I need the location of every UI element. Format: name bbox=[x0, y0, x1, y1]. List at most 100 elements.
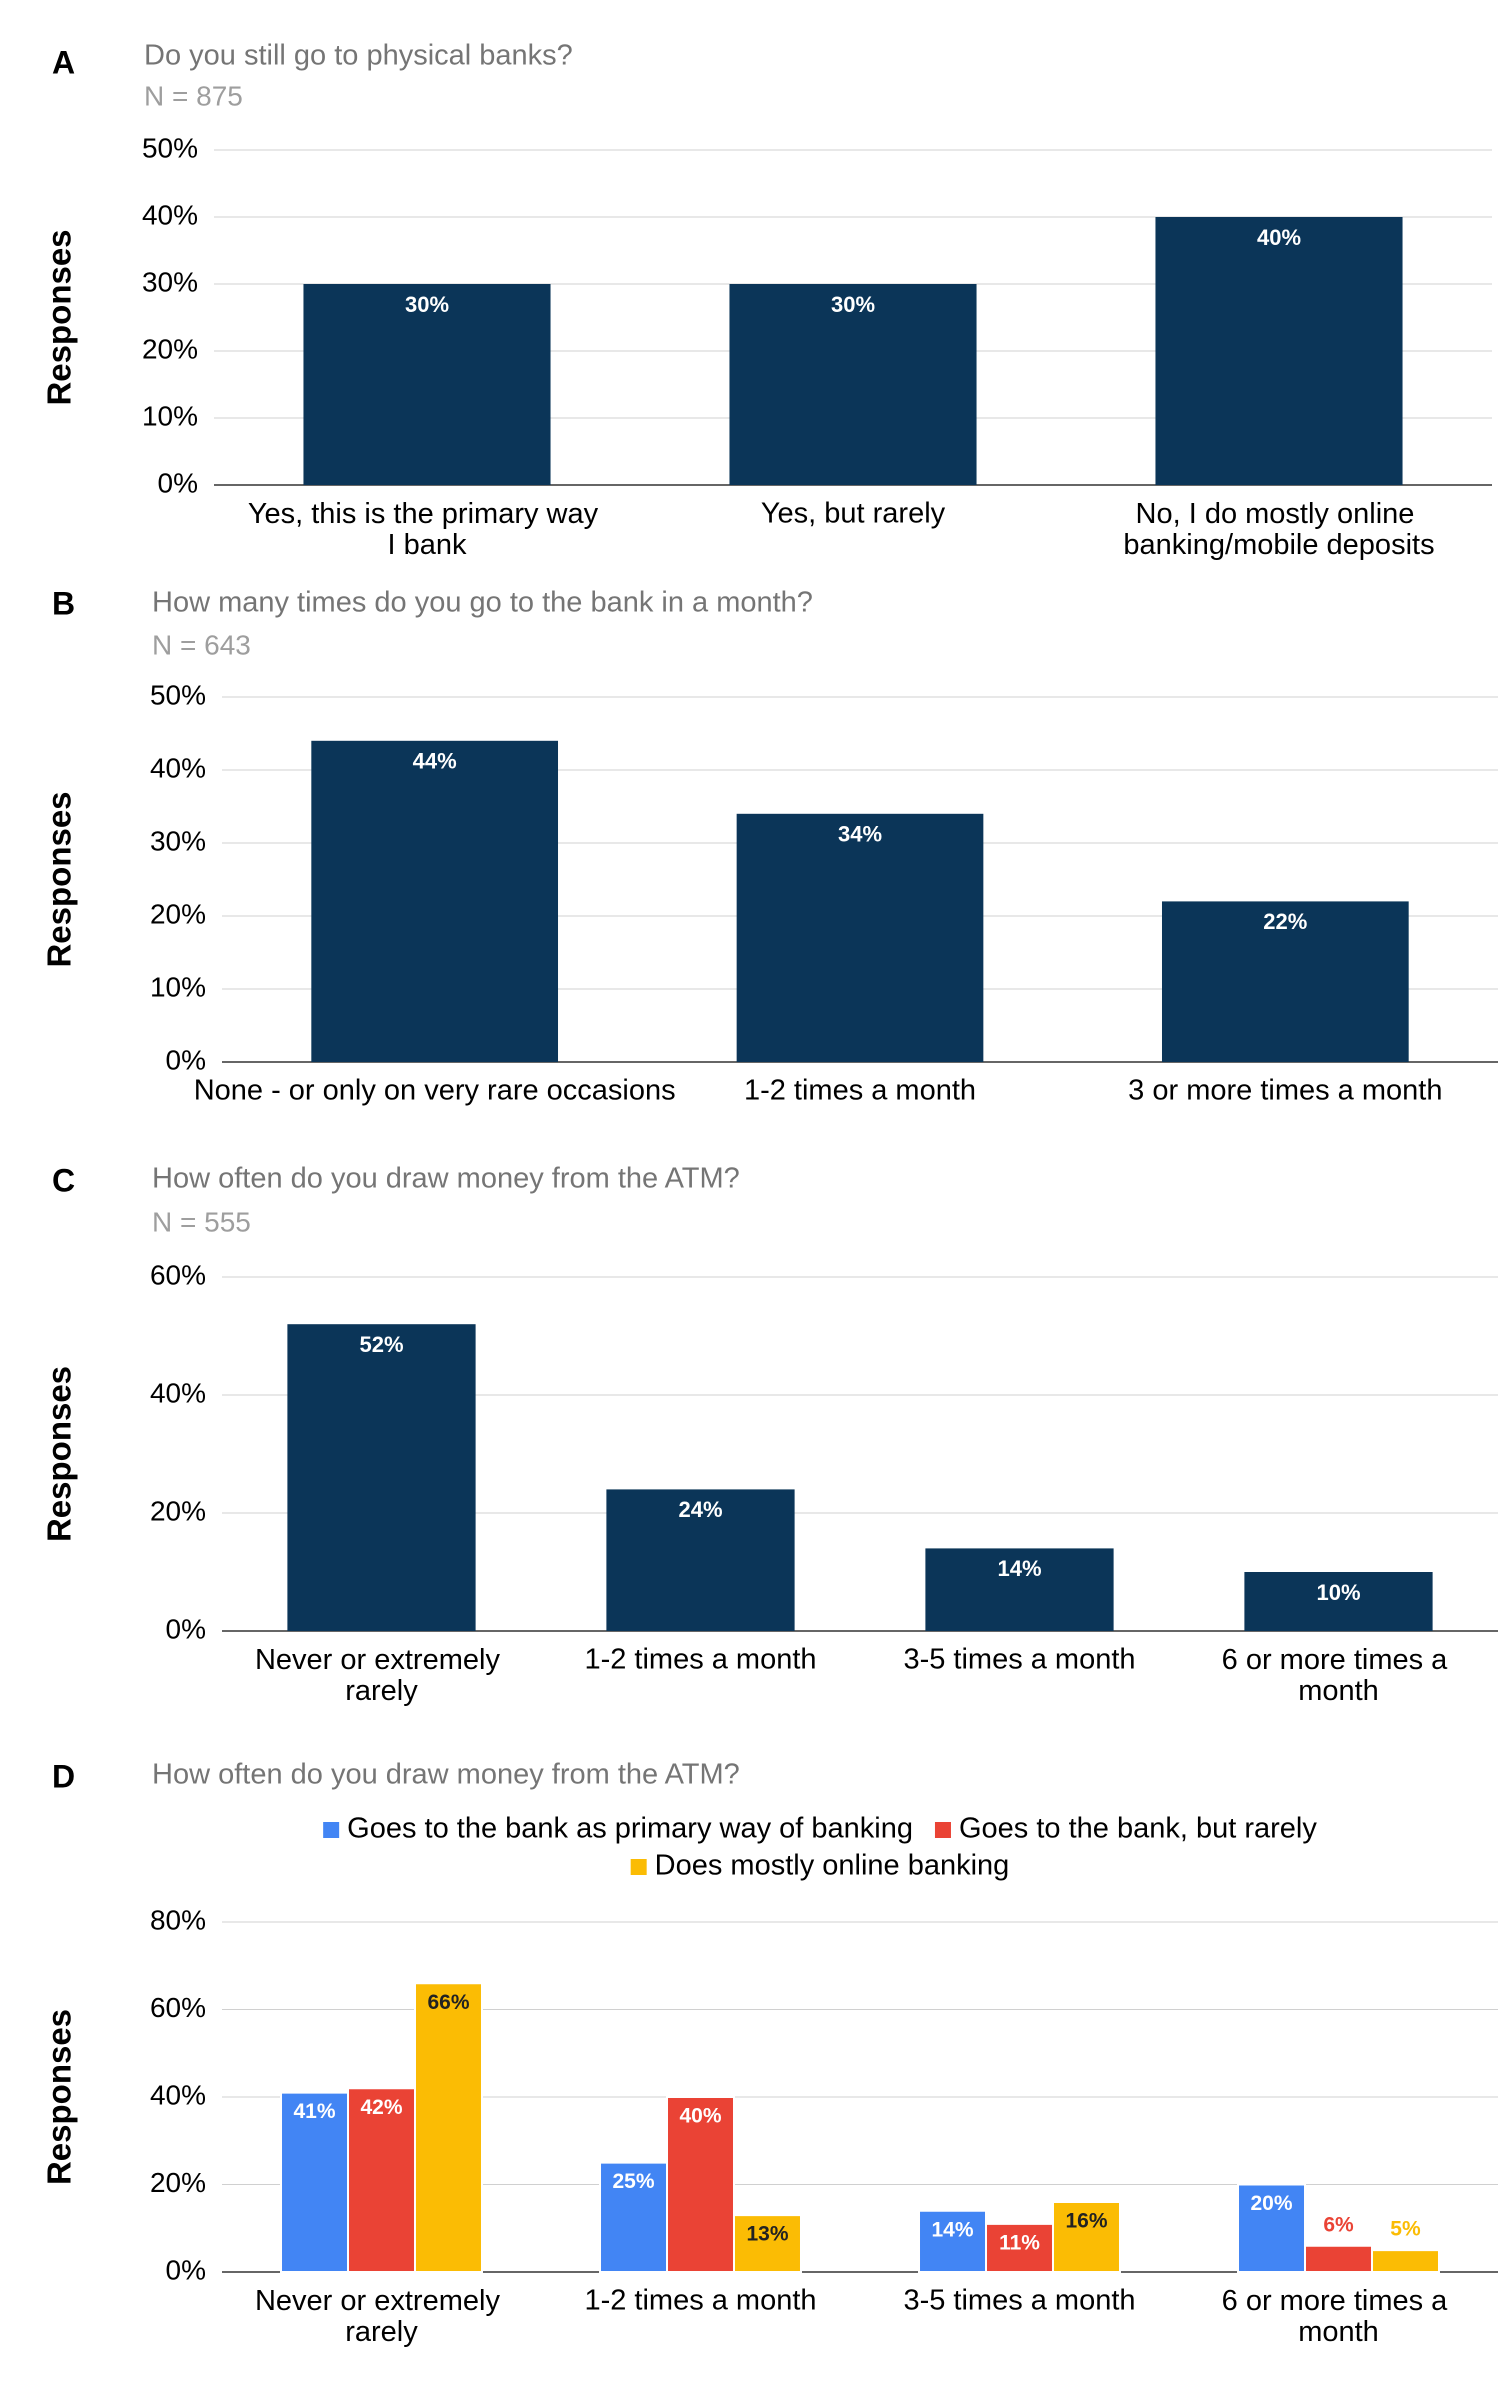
chart-subtitle: N = 555 bbox=[152, 1206, 251, 1237]
label-line: banking/mobile deposits bbox=[1123, 529, 1434, 561]
label-line: month bbox=[1298, 1675, 1379, 1707]
data-label: 13% bbox=[746, 2223, 788, 2246]
panel-letter: C bbox=[52, 1162, 75, 1198]
label-line: I bank bbox=[388, 529, 467, 561]
y-axis-title: Responses bbox=[41, 2009, 78, 2185]
legend-item: Does mostly online banking bbox=[630, 1850, 1010, 1882]
y-tick-label: 0% bbox=[158, 467, 198, 498]
data-label: 20% bbox=[1250, 2192, 1292, 2215]
x-tick-label: 6 or more times a month bbox=[1222, 1644, 1456, 1707]
bar bbox=[303, 284, 551, 485]
data-label: 40% bbox=[679, 2105, 721, 2128]
data-label: 41% bbox=[293, 2100, 335, 2123]
bar bbox=[1237, 2183, 1307, 2273]
chart-subtitle: N = 643 bbox=[152, 629, 251, 660]
chart-title: How often do you draw money from the ATM… bbox=[152, 1759, 740, 1791]
legend-label: Does mostly online banking bbox=[655, 1850, 1010, 1882]
y-tick-label: 30% bbox=[142, 266, 198, 297]
legend-item: Goes to the bank as primary way of banki… bbox=[323, 1813, 913, 1845]
legend-label: Goes to the bank, but rarely bbox=[959, 1813, 1317, 1845]
legend-swatch bbox=[323, 1822, 340, 1838]
data-label: 11% bbox=[999, 2231, 1040, 2254]
bar bbox=[606, 1489, 795, 1631]
data-label: 66% bbox=[427, 1991, 469, 2014]
y-tick-label: 50% bbox=[150, 679, 206, 710]
bar bbox=[732, 2214, 802, 2273]
y-axis-title: Responses bbox=[41, 229, 78, 405]
data-label: 42% bbox=[360, 2096, 402, 2119]
data-label: 14% bbox=[931, 2218, 973, 2241]
label-line: rarely bbox=[345, 2316, 418, 2348]
data-label: 6% bbox=[1323, 2213, 1354, 2236]
bar bbox=[985, 2222, 1054, 2273]
data-label: 40% bbox=[1257, 225, 1301, 250]
chart-subtitle: N = 875 bbox=[144, 80, 243, 111]
data-label: 30% bbox=[405, 292, 449, 317]
bar bbox=[311, 740, 559, 1062]
y-tick-label: 40% bbox=[150, 752, 206, 783]
legend-swatch bbox=[934, 1822, 951, 1838]
y-tick-label: 60% bbox=[150, 1992, 206, 2023]
y-tick-label: 20% bbox=[150, 898, 206, 929]
data-label: 52% bbox=[359, 1332, 403, 1357]
y-tick-label: 50% bbox=[142, 132, 198, 163]
x-tick-label: 3 or more times a month bbox=[1128, 1075, 1442, 1107]
y-tick-label: 10% bbox=[142, 400, 198, 431]
label-line: Yes, this is the primary way bbox=[248, 498, 606, 530]
x-tick-label: No, I do mostly online banking/mobile de… bbox=[1123, 498, 1434, 561]
label-line: month bbox=[1298, 2316, 1379, 2348]
y-tick-label: 20% bbox=[150, 1495, 206, 1526]
x-tick-label: None - or only on very rare occasions bbox=[194, 1075, 676, 1107]
data-label: 14% bbox=[997, 1556, 1041, 1581]
x-tick-label: 3-5 times a month bbox=[903, 2285, 1135, 2317]
data-label: 25% bbox=[612, 2170, 654, 2193]
y-tick-label: 40% bbox=[142, 199, 198, 230]
bar bbox=[347, 2087, 416, 2273]
x-tick-label: 1-2 times a month bbox=[584, 1644, 816, 1676]
x-tick-label: 1-2 times a month bbox=[584, 2285, 816, 2317]
bar bbox=[666, 2096, 735, 2273]
x-tick-label: Never or extremely rarely bbox=[255, 1644, 508, 1707]
label-line: rarely bbox=[345, 1675, 418, 1707]
bar bbox=[736, 813, 984, 1062]
data-label: 16% bbox=[1065, 2210, 1107, 2233]
label-line: Never or extremely bbox=[255, 1644, 508, 1676]
bar bbox=[925, 1548, 1114, 1631]
x-tick-label: 3-5 times a month bbox=[903, 1644, 1135, 1676]
y-tick-label: 10% bbox=[150, 971, 206, 1002]
x-tick-label: 6 or more times a month bbox=[1222, 2285, 1456, 2348]
panel-letter: D bbox=[52, 1758, 75, 1794]
label-line: Never or extremely bbox=[255, 2285, 508, 2317]
y-tick-label: 0% bbox=[166, 1613, 206, 1644]
bar bbox=[1051, 2201, 1121, 2273]
y-tick-label: 40% bbox=[150, 1377, 206, 1408]
y-tick-label: 40% bbox=[150, 2079, 206, 2110]
x-tick-label: Yes, this is the primary way I bank bbox=[248, 498, 606, 561]
x-tick-label: Yes, but rarely bbox=[761, 498, 946, 530]
data-label: 34% bbox=[838, 822, 882, 847]
data-label: 44% bbox=[413, 749, 457, 774]
bar bbox=[1155, 217, 1403, 485]
chart-title: How many times do you go to the bank in … bbox=[152, 587, 813, 619]
y-axis-title: Responses bbox=[41, 1366, 78, 1542]
data-label: 10% bbox=[1316, 1580, 1360, 1605]
bar bbox=[1370, 2249, 1440, 2273]
panel-letter: B bbox=[52, 585, 75, 621]
data-label: 24% bbox=[678, 1497, 722, 1522]
bar bbox=[918, 2209, 988, 2273]
label-line: 6 or more times a bbox=[1222, 2285, 1456, 2317]
bar bbox=[1161, 901, 1409, 1062]
data-label: 30% bbox=[831, 292, 875, 317]
y-tick-label: 20% bbox=[142, 333, 198, 364]
y-tick-label: 80% bbox=[150, 1904, 206, 1935]
label-line: No, I do mostly online bbox=[1136, 498, 1423, 530]
bar bbox=[1304, 2244, 1373, 2273]
y-tick-label: 30% bbox=[150, 825, 206, 856]
y-tick-label: 20% bbox=[150, 2167, 206, 2198]
y-tick-label: 0% bbox=[166, 2254, 206, 2285]
chart-title: How often do you draw money from the ATM… bbox=[152, 1163, 740, 1195]
legend-label: Goes to the bank as primary way of banki… bbox=[347, 1813, 913, 1845]
data-label: 5% bbox=[1390, 2218, 1421, 2241]
